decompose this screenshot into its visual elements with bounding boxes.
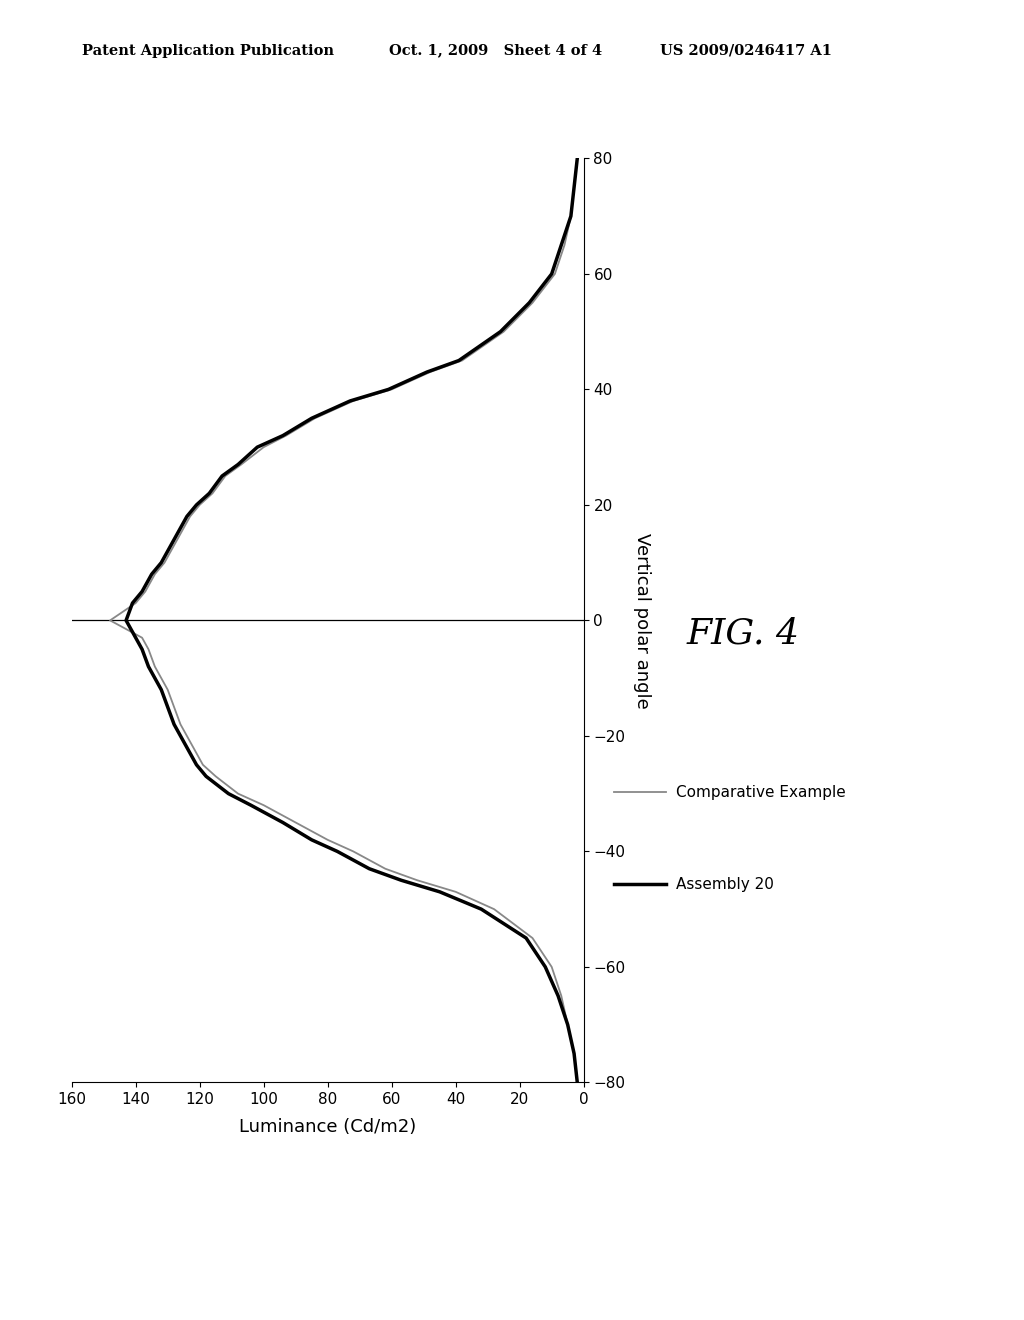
Text: US 2009/0246417 A1: US 2009/0246417 A1 [660, 44, 833, 58]
Text: Comparative Example: Comparative Example [676, 784, 846, 800]
Text: FIG. 4: FIG. 4 [686, 616, 799, 651]
X-axis label: Luminance (Cd/m2): Luminance (Cd/m2) [239, 1118, 417, 1137]
Text: Oct. 1, 2009   Sheet 4 of 4: Oct. 1, 2009 Sheet 4 of 4 [389, 44, 602, 58]
Text: Assembly 20: Assembly 20 [676, 876, 774, 892]
Text: Patent Application Publication: Patent Application Publication [82, 44, 334, 58]
Y-axis label: Vertical polar angle: Vertical polar angle [633, 532, 650, 709]
